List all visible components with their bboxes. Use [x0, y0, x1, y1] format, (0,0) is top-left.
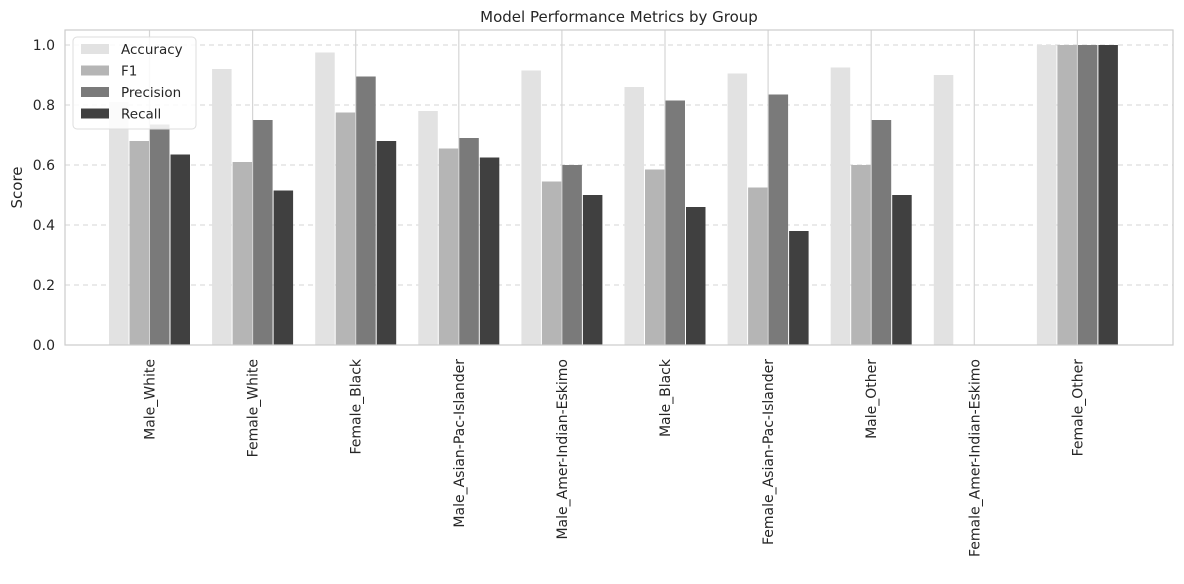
x-tick-label: Female_Black: [349, 358, 365, 454]
bar-accuracy-male_white: [109, 102, 129, 345]
bar-f1-female_asian-pac-islander: [748, 187, 768, 345]
bar-f1-female_black: [335, 112, 356, 345]
legend-label: Accuracy: [121, 42, 183, 58]
bar-recall-female_other: [1098, 45, 1118, 345]
legend: Accuracy F1 Precision Recall: [72, 36, 197, 130]
bar-precision-male_black: [665, 100, 685, 345]
bar-recall-female_black: [376, 141, 397, 345]
bar-f1-male_black: [645, 169, 665, 345]
x-tick-label: Male_White: [143, 359, 159, 440]
legend-swatch: [81, 44, 109, 54]
bar-recall-male_white: [170, 154, 190, 345]
bar-f1-male_amer-indian-eskimo: [541, 181, 562, 345]
bar-precision-female_other: [1077, 45, 1098, 345]
chart-title: Model Performance Metrics by Group: [480, 8, 758, 26]
bar-recall-male_other: [892, 195, 912, 345]
bar-accuracy-female_asian-pac-islander: [727, 73, 748, 345]
y-axis-label: Score: [8, 166, 26, 208]
x-tick-label: Male_Black: [658, 358, 674, 437]
bar-recall-male_black: [686, 207, 706, 345]
plot-frame: [64, 29, 1174, 346]
bar-precision-male_amer-indian-eskimo: [562, 165, 582, 345]
legend-label: F1: [121, 64, 137, 80]
bar-f1-female_white: [232, 162, 253, 345]
y-tick-label: 0.8: [33, 98, 55, 114]
x-tick-label: Male_Asian-Pac-Islander: [452, 359, 468, 528]
bar-f1-female_other: [1057, 45, 1077, 345]
bar-accuracy-female_other: [1036, 45, 1057, 345]
x-tick-label: Female_Asian-Pac-Islander: [761, 359, 777, 545]
legend-swatch: [81, 87, 109, 97]
legend-label: Recall: [121, 107, 161, 123]
bar-recall-female_white: [273, 190, 294, 345]
bar-accuracy-female_black: [315, 52, 335, 345]
bar-accuracy-male_black: [624, 87, 644, 345]
bar-accuracy-female_amer-indian-eskimo: [933, 75, 954, 345]
bars: [109, 45, 1118, 345]
x-tick-label: Female_Amer-Indian-Eskimo: [967, 359, 983, 557]
bar-f1-male_asian-pac-islander: [438, 148, 459, 345]
x-tick-label: Female_Other: [1070, 359, 1086, 457]
bar-precision-male_other: [871, 120, 892, 345]
x-tick-label: Male_Other: [864, 359, 880, 439]
bar-accuracy-female_white: [212, 69, 232, 345]
y-ticks: 0.0 0.2 0.4 0.6 0.8 1.0: [33, 38, 55, 354]
y-tick-label: 0.4: [33, 218, 55, 234]
legend-box: [72, 36, 197, 130]
y-tick-label: 0.0: [33, 338, 55, 354]
bar-recall-female_asian-pac-islander: [789, 231, 809, 345]
bar-f1-male_white: [129, 141, 149, 345]
legend-swatch: [81, 65, 109, 76]
bar-precision-male_white: [150, 124, 170, 345]
bar-accuracy-male_asian-pac-islander: [418, 111, 438, 345]
bar-precision-female_black: [356, 76, 376, 345]
x-tick-label: Female_White: [246, 359, 262, 457]
x-tick-label: Male_Amer-Indian-Eskimo: [555, 359, 571, 540]
x-ticks: Male_White Female_White Female_Black Male_A…: [143, 358, 1087, 557]
bar-recall-male_asian-pac-islander: [479, 157, 500, 345]
bar-precision-male_asian-pac-islander: [459, 138, 479, 345]
bar-precision-female_asian-pac-islander: [768, 94, 789, 345]
bar-precision-female_white: [253, 120, 273, 345]
legend-swatch: [81, 108, 109, 119]
bar-recall-male_amer-indian-eskimo: [582, 195, 603, 345]
bar-accuracy-male_other: [830, 67, 851, 345]
y-tick-label: 1.0: [33, 38, 55, 54]
bar-f1-male_other: [851, 165, 871, 345]
y-tick-label: 0.6: [33, 158, 55, 174]
legend-label: Precision: [121, 85, 181, 101]
bar-accuracy-male_amer-indian-eskimo: [521, 70, 541, 345]
y-tick-label: 0.2: [33, 278, 55, 294]
